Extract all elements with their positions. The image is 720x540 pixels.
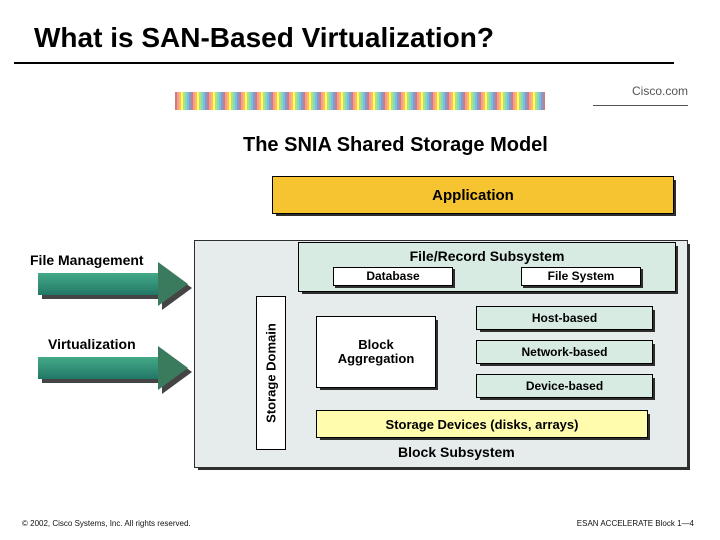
filesystem-label: File System [548,269,615,283]
database-label: Database [366,269,419,283]
storage-domain-text: Storage Domain [264,323,279,423]
storage-devices-label: Storage Devices (disks, arrays) [386,417,579,432]
arrow-file-management-body [38,273,158,295]
brand-label: Cisco.com [632,84,688,98]
slide-title: What is SAN-Based Virtualization? [34,22,494,54]
virtualization-label: Virtualization [48,336,136,352]
storage-devices-box: Storage Devices (disks, arrays) [316,410,648,438]
network-based-label: Network-based [521,345,607,359]
file-record-header: File/Record Subsystem [410,246,565,267]
block-aggregation-box: Block Aggregation [316,316,436,388]
host-based-label: Host-based [532,311,597,325]
footer-right-text: ESAN ACCELERATE Block 1—4 [577,519,694,528]
storage-domain-vertical-label: Storage Domain [256,296,286,450]
arrow-file-management-head [158,262,188,306]
title-rule [14,62,674,64]
application-box: Application [272,176,674,214]
file-record-box: File/Record Subsystem Database File Syst… [298,242,676,292]
block-aggregation-label: Block Aggregation [338,338,415,367]
copyright-text: © 2002, Cisco Systems, Inc. All rights r… [22,519,191,528]
file-management-label: File Management [30,252,144,268]
decor-bar [175,92,545,110]
brand-underline [593,105,688,106]
network-based-box: Network-based [476,340,653,364]
arrow-virtualization-body [38,357,158,379]
slide-subtitle: The SNIA Shared Storage Model [243,134,548,157]
application-label: Application [432,187,514,204]
host-based-box: Host-based [476,306,653,330]
block-subsystem-label: Block Subsystem [398,444,515,460]
device-based-box: Device-based [476,374,653,398]
filesystem-box: File System [521,267,641,286]
device-based-label: Device-based [526,379,603,393]
database-box: Database [333,267,453,286]
arrow-virtualization-head [158,346,188,390]
